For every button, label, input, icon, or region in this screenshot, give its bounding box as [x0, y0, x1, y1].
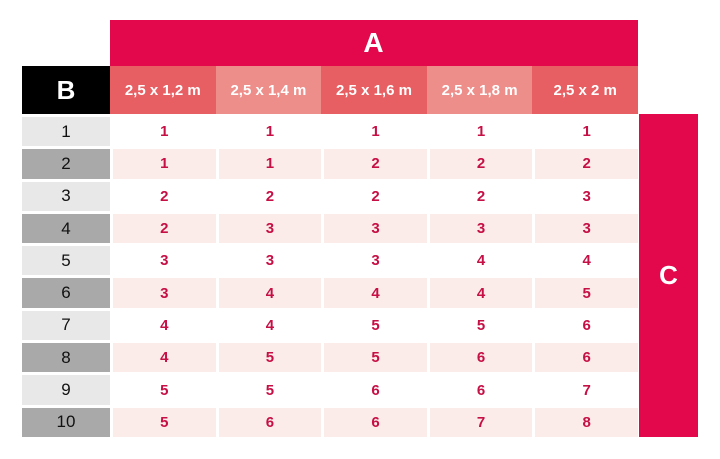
value-cell: 6 [535, 310, 638, 341]
value-cell: 6 [429, 343, 533, 373]
value-cell: 2 [535, 149, 638, 179]
value-cell: 4 [429, 246, 533, 276]
row-label-cell: 4 [22, 213, 110, 244]
value-cell: 5 [218, 375, 322, 405]
value-cell: 1 [324, 117, 427, 147]
column-header: 2,5 x 1,4 m [215, 66, 322, 114]
value-cell: 2 [324, 149, 427, 179]
value-cell: 3 [113, 246, 216, 276]
corner-header-b-label: B [56, 74, 76, 105]
value-cell: 6 [535, 343, 638, 373]
row-label-cell: 8 [22, 343, 110, 373]
value-cell: 5 [324, 310, 427, 341]
value-cell: 7 [429, 407, 533, 437]
row-label-cell: 3 [22, 181, 110, 211]
row-label-cell: 1 [22, 117, 110, 147]
value-cell: 2 [429, 181, 533, 211]
value-cell: 1 [535, 117, 638, 147]
value-cell: 2 [429, 149, 533, 179]
value-cell: 4 [218, 278, 322, 308]
corner-header-b: B [22, 66, 110, 114]
value-cell: 1 [113, 117, 216, 147]
row-label-cell: 5 [22, 246, 110, 276]
value-cell: 4 [535, 246, 638, 276]
row-label-cell: 10 [22, 407, 110, 437]
value-cell: 2 [218, 181, 322, 211]
side-header-c: C [639, 114, 698, 437]
row-label-cell: 6 [22, 278, 110, 308]
value-cell: 4 [218, 310, 322, 341]
value-cell: 3 [535, 181, 638, 211]
value-cell: 5 [218, 343, 322, 373]
value-cell: 2 [324, 181, 427, 211]
value-cell: 6 [218, 407, 322, 437]
value-cell: 5 [113, 407, 216, 437]
value-cell: 5 [535, 278, 638, 308]
value-cell: 3 [429, 213, 533, 244]
side-header-c-label: C [659, 260, 678, 290]
value-cell: 3 [113, 278, 216, 308]
value-cell: 3 [535, 213, 638, 244]
value-cell: 3 [218, 213, 322, 244]
value-cell: 1 [113, 149, 216, 179]
value-cell: 4 [429, 278, 533, 308]
value-cell: 4 [324, 278, 427, 308]
value-cell: 3 [324, 246, 427, 276]
value-cell: 1 [429, 117, 533, 147]
row-label-cell: 2 [22, 149, 110, 179]
value-cell: 6 [324, 375, 427, 405]
value-cell: 8 [535, 407, 638, 437]
value-cell: 6 [324, 407, 427, 437]
row-label-cell: 7 [22, 310, 110, 341]
row-label-cell: 9 [22, 375, 110, 405]
value-cell: 3 [218, 246, 322, 276]
column-header: 2,5 x 2 m [532, 66, 638, 114]
value-cell: 1 [218, 149, 322, 179]
value-cell: 4 [113, 310, 216, 341]
value-cell: 5 [324, 343, 427, 373]
value-cell: 2 [113, 213, 216, 244]
value-cell: 3 [324, 213, 427, 244]
value-cell: 7 [535, 375, 638, 405]
value-cell: 4 [113, 343, 216, 373]
column-header: 2,5 x 1,2 m [110, 66, 216, 114]
value-cell: 5 [429, 310, 533, 341]
value-cell: 2 [113, 181, 216, 211]
group-header-a: A [110, 20, 638, 66]
column-header-row: 2,5 x 1,2 m 2,5 x 1,4 m 2,5 x 1,6 m 2,5 x 1… [110, 66, 638, 114]
column-header: 2,5 x 1,8 m [426, 66, 533, 114]
group-header-a-label: A [363, 27, 385, 58]
value-cell: 1 [218, 117, 322, 147]
value-cell: 6 [429, 375, 533, 405]
value-cell: 5 [113, 375, 216, 405]
column-header: 2,5 x 1,6 m [321, 66, 427, 114]
